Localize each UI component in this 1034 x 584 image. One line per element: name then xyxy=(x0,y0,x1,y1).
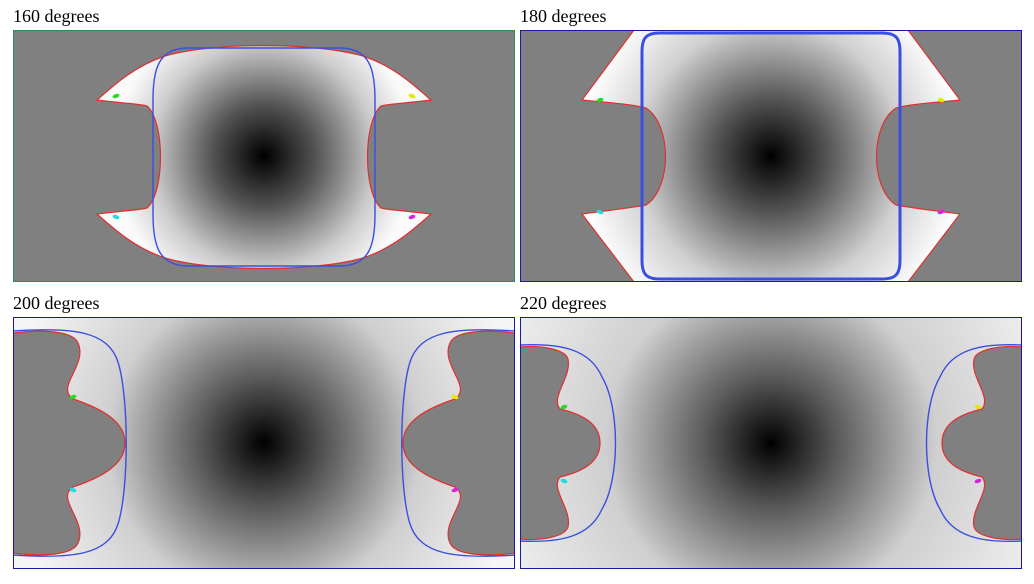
panel-title-220: 220 degrees xyxy=(520,293,607,313)
panel-border xyxy=(13,317,515,569)
projection-image-160 xyxy=(13,30,515,282)
panel-border xyxy=(520,317,1022,569)
panel-title-200: 200 degrees xyxy=(13,293,100,313)
marker-green xyxy=(112,93,120,99)
marker-green xyxy=(69,394,77,400)
projection-image-200 xyxy=(13,317,515,569)
projection-shape-right xyxy=(941,345,1022,541)
panel-border xyxy=(520,30,1022,282)
marker-magenta xyxy=(408,214,416,220)
projection-image-220 xyxy=(520,317,1022,569)
marker-green xyxy=(560,404,568,410)
marker-yellow xyxy=(408,93,416,99)
projection-shape xyxy=(580,30,962,282)
projection-shape-left xyxy=(13,330,126,556)
projection-panel-220 xyxy=(520,317,1022,569)
panel-title-180: 180 degrees xyxy=(520,6,607,26)
marker-magenta xyxy=(451,487,459,493)
projection-panel-180 xyxy=(520,30,1022,282)
marker-cyan xyxy=(112,214,120,220)
marker-magenta xyxy=(937,209,945,215)
marker-yellow xyxy=(451,394,459,400)
marker-cyan xyxy=(596,209,604,215)
blue-boundary-left xyxy=(520,343,617,543)
marker-yellow xyxy=(937,97,945,103)
blue-boundary xyxy=(152,47,376,267)
projection-panel-200 xyxy=(13,317,515,569)
projection-shape-left xyxy=(520,345,601,541)
blue-boundary-right xyxy=(925,343,1022,543)
panel-border xyxy=(13,30,515,282)
blue-boundary-right xyxy=(401,329,515,557)
background xyxy=(520,317,1022,569)
marker-green xyxy=(596,97,604,103)
marker-cyan xyxy=(560,478,568,484)
blue-boundary-left xyxy=(13,329,127,557)
marker-yellow xyxy=(974,404,982,410)
projection-panel-160 xyxy=(13,30,515,282)
marker-magenta xyxy=(974,478,982,484)
projection-shape-right xyxy=(402,330,515,556)
panel-title-160: 160 degrees xyxy=(13,6,100,26)
marker-cyan xyxy=(69,487,77,493)
blue-boundary xyxy=(640,31,902,281)
projection-image-180 xyxy=(520,30,1022,282)
